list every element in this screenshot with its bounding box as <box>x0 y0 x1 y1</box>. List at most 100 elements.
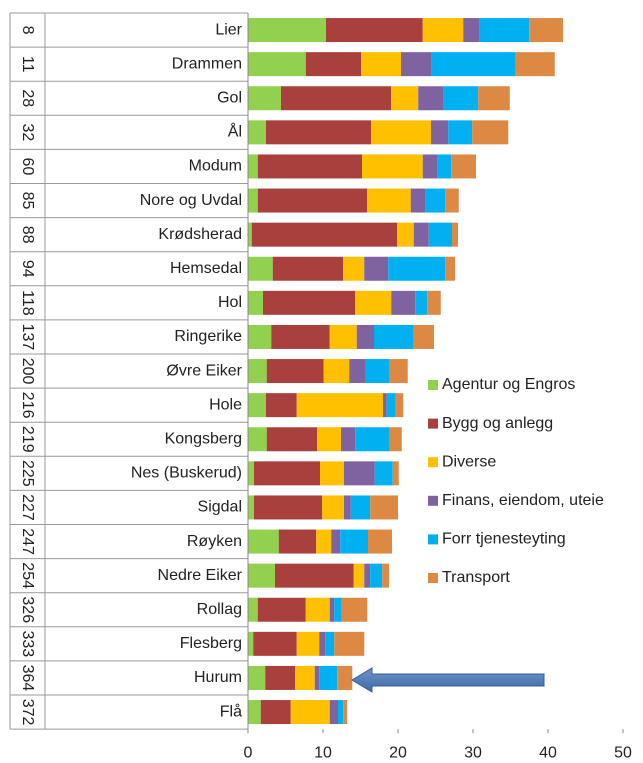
bar-segment <box>248 631 254 656</box>
bar-segment <box>248 529 279 554</box>
bar-segment <box>370 495 398 520</box>
legend-swatch <box>428 457 438 468</box>
bar-segment <box>367 188 411 213</box>
rank-label: 88 <box>19 226 36 244</box>
bar-segment <box>290 700 330 725</box>
rank-label: 200 <box>19 358 36 385</box>
rank-label: 137 <box>19 324 36 351</box>
category-label: Nore og Uvdal <box>140 192 242 209</box>
bar-segment <box>260 700 291 725</box>
bar-segment <box>364 256 389 281</box>
bar-segment <box>349 359 365 384</box>
bar-segment <box>248 700 261 725</box>
bar-segment <box>365 359 390 384</box>
bar-segment <box>427 290 441 315</box>
legend-swatch <box>428 573 438 583</box>
category-label: Rollag <box>197 601 242 618</box>
category-label: Gol <box>217 89 242 106</box>
legend-label: Diverse <box>442 453 496 470</box>
rank-label: 372 <box>19 699 36 726</box>
rank-label: 94 <box>19 260 36 278</box>
rank-label: 326 <box>19 596 36 623</box>
category-label: Røyken <box>187 533 242 550</box>
bar-segment <box>320 461 344 486</box>
legend-swatch <box>428 380 438 390</box>
bar-segment <box>248 290 263 315</box>
category-label: Ål <box>228 122 242 141</box>
rank-label: 254 <box>19 562 36 589</box>
x-tick-label: 40 <box>539 744 557 761</box>
bar-segment <box>248 324 272 349</box>
bar-segment <box>248 18 326 43</box>
bar-segment <box>478 86 510 111</box>
bar-segment <box>341 597 368 622</box>
bar-segment <box>355 427 390 452</box>
bar-segment <box>391 86 419 111</box>
category-label: Modum <box>189 158 242 175</box>
bar-segment <box>415 290 428 315</box>
bar-segment <box>445 256 455 281</box>
bar-segment <box>395 393 404 418</box>
bar-segment <box>329 597 335 622</box>
bar-segment <box>331 529 341 554</box>
bar-segment <box>431 120 449 145</box>
bar-segment <box>248 359 267 384</box>
bar-segment <box>281 86 392 111</box>
bar-segment <box>251 222 398 247</box>
bar-segment <box>248 393 266 418</box>
rank-label: 333 <box>19 630 36 657</box>
bar-segment <box>382 563 389 588</box>
legend-swatch <box>428 495 438 506</box>
bar-segment <box>344 495 351 520</box>
category-label: Hole <box>209 396 242 413</box>
bar-segment <box>253 631 297 656</box>
category-label: Sigdal <box>198 499 242 516</box>
bar-segment <box>397 222 414 247</box>
bar-segment <box>389 359 408 384</box>
bar-segment <box>418 86 444 111</box>
bar-segment <box>529 18 563 43</box>
bar-segment <box>266 120 371 145</box>
bar-segment <box>305 597 330 622</box>
bar-segment <box>371 120 431 145</box>
bar-segment <box>326 18 423 43</box>
bar-segment <box>295 665 315 690</box>
rank-label: 227 <box>19 494 36 521</box>
bar-segment <box>248 222 252 247</box>
bar-segment <box>266 393 297 418</box>
bar-segment <box>368 529 392 554</box>
bar-segment <box>515 52 555 77</box>
bar-segment <box>413 324 434 349</box>
category-label: Ringerike <box>174 328 242 345</box>
bar-segment <box>344 461 375 486</box>
bar-segment <box>428 222 452 247</box>
x-tick-label: 20 <box>389 744 407 761</box>
category-label: Kongsberg <box>165 430 242 447</box>
bar-segment <box>356 324 374 349</box>
bar-segment <box>350 495 371 520</box>
bar-segment <box>248 597 258 622</box>
bar-segment <box>248 188 258 213</box>
bar-segment <box>452 222 458 247</box>
bar-segment <box>278 529 317 554</box>
bar-segment <box>317 427 341 452</box>
bar-segment <box>437 154 452 179</box>
bar-segment <box>329 324 357 349</box>
bar-segment <box>374 324 413 349</box>
bar-segment <box>265 665 296 690</box>
bar-segment <box>248 495 254 520</box>
arrow <box>351 667 545 693</box>
bar-segment <box>248 120 266 145</box>
legend-label: Agentur og Engros <box>442 376 575 393</box>
bar-segment <box>431 52 515 77</box>
bar-segment <box>374 461 393 486</box>
category-label: Drammen <box>172 55 242 72</box>
bar-segment <box>479 18 530 43</box>
legend-swatch <box>428 418 438 429</box>
category-label: Hemsedal <box>170 260 242 277</box>
category-label: Nes (Buskerud) <box>131 465 242 482</box>
rank-label: 247 <box>19 528 36 555</box>
bar-segment <box>448 120 473 145</box>
bar-segment <box>388 256 446 281</box>
bar-segment <box>401 52 432 77</box>
